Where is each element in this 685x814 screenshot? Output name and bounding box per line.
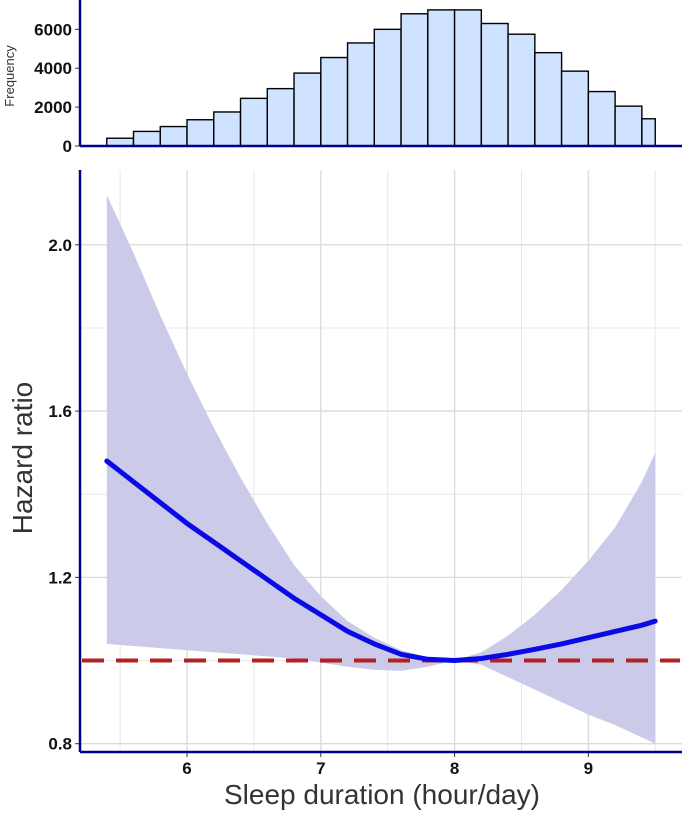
histogram-bar xyxy=(614,105,643,147)
histogram-bar xyxy=(427,9,456,147)
histogram-panel: 0 2000 4000 6000 Frequency xyxy=(2,0,682,156)
histogram-bar xyxy=(239,97,268,147)
histogram-bar xyxy=(213,111,242,147)
histogram-bar xyxy=(534,51,563,147)
x-tick-label: 9 xyxy=(584,759,593,778)
x-axis-title: Sleep duration (hour/day) xyxy=(224,779,540,810)
y-tick-label: 2.0 xyxy=(48,236,72,255)
y-tick-label: 0.8 xyxy=(48,735,72,754)
histogram-bar xyxy=(320,56,349,147)
x-tick-label: 8 xyxy=(450,759,459,778)
histogram-y-tick-label: 6000 xyxy=(34,20,72,39)
y-ticks: 0.8 1.2 1.6 2.0 xyxy=(48,236,80,754)
x-tick-label: 7 xyxy=(316,759,325,778)
y-tick-label: 1.6 xyxy=(48,402,72,421)
y-axis-title: Hazard ratio xyxy=(7,382,38,535)
histogram-bar xyxy=(132,130,161,147)
y-tick-label: 1.2 xyxy=(48,568,72,587)
histogram-y-axis-title: Frequency xyxy=(2,45,17,107)
x-ticks: 6 7 8 9 xyxy=(182,752,593,778)
histogram-bar xyxy=(453,9,483,147)
histogram-bar xyxy=(346,42,376,147)
histogram-y-tick-label: 0 xyxy=(63,137,72,156)
hazard-ratio-curve xyxy=(104,458,658,663)
histogram-bar xyxy=(587,90,616,147)
histogram-bar xyxy=(266,87,295,147)
histogram-bar xyxy=(186,119,215,147)
confidence-interval-band xyxy=(106,194,656,744)
histogram-bar xyxy=(507,33,536,147)
histogram-y-tick-label: 2000 xyxy=(34,98,72,117)
histogram-bar xyxy=(641,118,656,147)
hazard-ratio-panel: 0.8 1.2 1.6 2.0 6 7 8 9 Hazard ratio Sleep dur… xyxy=(7,170,682,810)
histogram-bar xyxy=(293,72,322,147)
histogram-bar xyxy=(159,125,188,147)
histogram-y-tick-label: 4000 xyxy=(34,59,72,78)
histogram-bar xyxy=(400,13,429,147)
histogram-y-ticks: 0 2000 4000 6000 xyxy=(34,20,80,156)
x-tick-label: 6 xyxy=(182,759,191,778)
histogram-bars xyxy=(106,9,656,147)
histogram-bar xyxy=(373,28,402,147)
histogram-bar xyxy=(560,70,590,147)
histogram-bar xyxy=(480,22,509,147)
